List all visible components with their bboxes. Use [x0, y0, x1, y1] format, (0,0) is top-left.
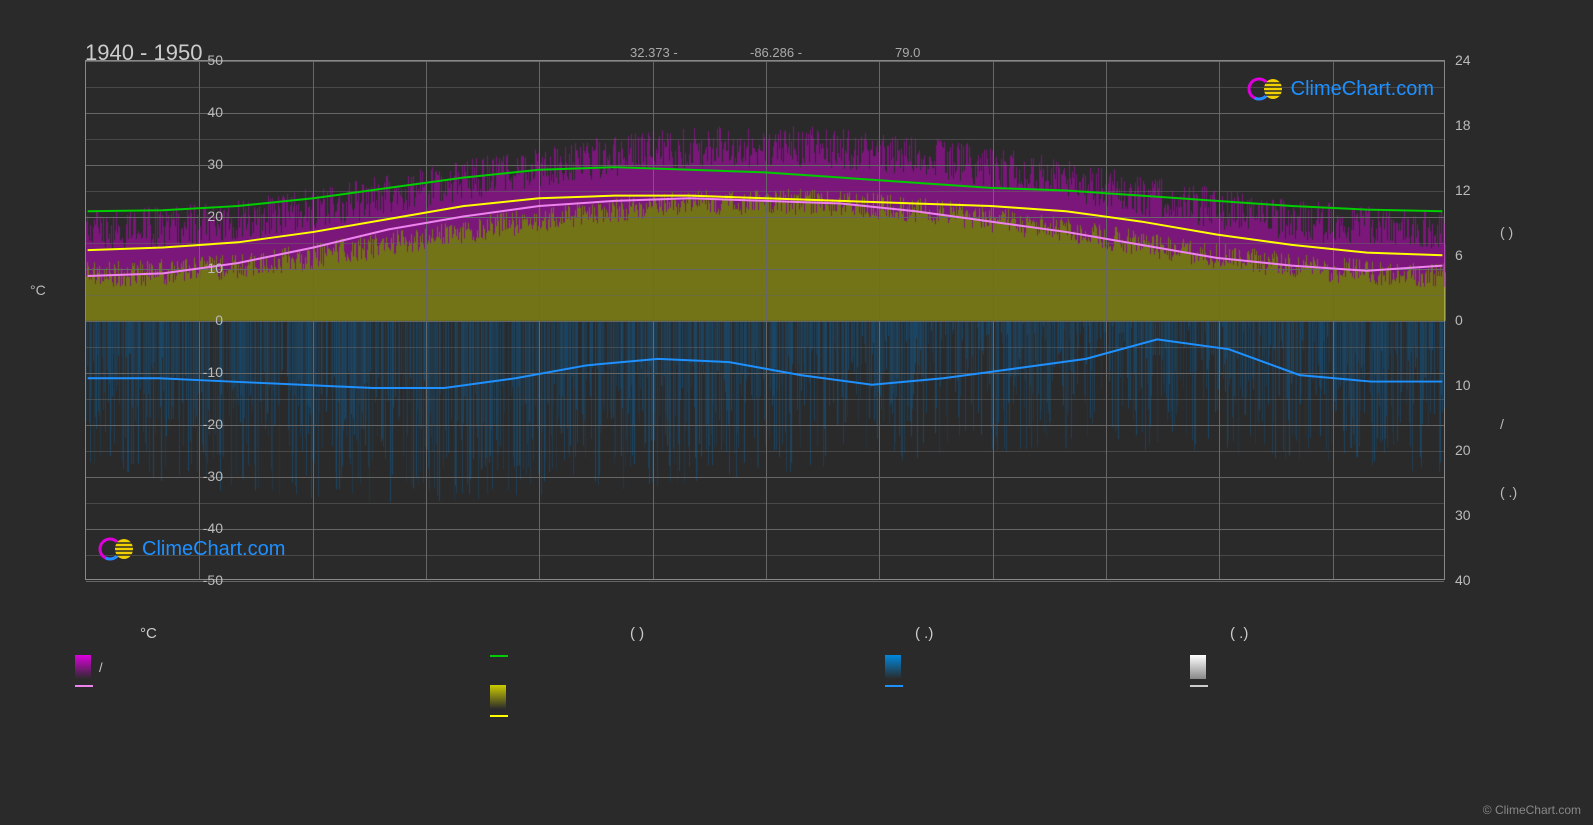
header-lat: 32.373 - [630, 45, 678, 60]
chart-plot-area: ClimeChart.com ClimeChart.com [85, 60, 1445, 580]
right-axis-unit: ( .) [1500, 484, 1517, 500]
left-tick: -20 [183, 416, 223, 432]
right-tick: 6 [1455, 247, 1495, 263]
header-lon: -86.286 - [750, 45, 802, 60]
legend-item [490, 715, 516, 717]
legend-swatch [490, 655, 508, 657]
legend-swatch [490, 715, 508, 717]
legend-label: / [99, 660, 103, 675]
legend-swatch [490, 685, 506, 709]
legend-item [885, 655, 909, 679]
legend-swatch [75, 655, 91, 679]
legend-item [490, 655, 516, 657]
right-tick: 40 [1455, 572, 1495, 588]
logo-icon [1245, 75, 1285, 103]
right-axis-unit: ( ) [1500, 224, 1513, 240]
legend-header-3: ( .) [915, 625, 933, 642]
climate-chart-container: 1940 - 1950 32.373 - -86.286 - 79.0 °C C… [0, 0, 1593, 825]
series-lines [86, 61, 1444, 579]
legend-swatch [1190, 655, 1206, 679]
left-axis-label: °C [30, 282, 46, 298]
left-tick: 40 [183, 104, 223, 120]
left-tick: 50 [183, 52, 223, 68]
right-tick: 18 [1455, 117, 1495, 133]
left-tick: -30 [183, 468, 223, 484]
legend-item [75, 685, 101, 687]
legend-swatch [885, 685, 903, 687]
left-tick: 30 [183, 156, 223, 172]
right-tick: 20 [1455, 442, 1495, 458]
left-tick: 10 [183, 260, 223, 276]
brand-logo-top: ClimeChart.com [1245, 75, 1434, 103]
left-tick: 0 [183, 312, 223, 328]
right-tick: 24 [1455, 52, 1495, 68]
right-axis-unit: / [1500, 416, 1504, 432]
brand-logo-bottom: ClimeChart.com [96, 535, 285, 563]
right-tick: 30 [1455, 507, 1495, 523]
legend-swatch [885, 655, 901, 679]
legend-swatch [75, 685, 93, 687]
left-tick: -10 [183, 364, 223, 380]
series-line [88, 339, 1443, 388]
copyright-text: © ClimeChart.com [1483, 803, 1581, 817]
right-tick: 0 [1455, 312, 1495, 328]
left-tick: -40 [183, 520, 223, 536]
legend-item: / [75, 655, 103, 679]
legend-item [1190, 655, 1214, 679]
logo-icon [96, 535, 136, 563]
legend-header-1: °C [140, 625, 157, 642]
legend-item [490, 685, 514, 709]
series-line [88, 167, 1443, 211]
right-tick: 10 [1455, 377, 1495, 393]
right-tick: 12 [1455, 182, 1495, 198]
legend-item [885, 685, 911, 687]
header-elev: 79.0 [895, 45, 920, 60]
legend-swatch [1190, 685, 1208, 687]
legend-header-2: ( ) [630, 625, 644, 642]
legend-item [1190, 685, 1216, 687]
logo-text: ClimeChart.com [1291, 78, 1434, 101]
logo-text: ClimeChart.com [142, 538, 285, 561]
left-tick: -50 [183, 572, 223, 588]
left-tick: 20 [183, 208, 223, 224]
legend-header-4: ( .) [1230, 625, 1248, 642]
series-line [88, 196, 1443, 256]
